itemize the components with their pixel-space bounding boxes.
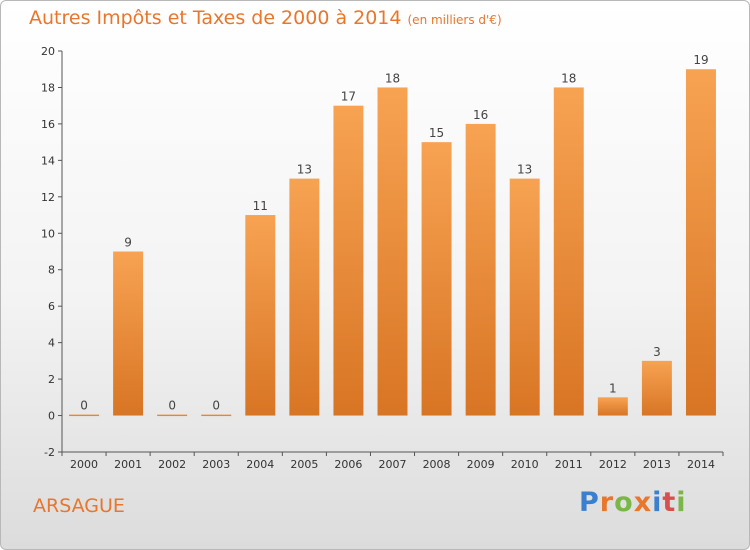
y-tick-label: 8 (48, 264, 55, 277)
bar-2009 (465, 123, 496, 416)
value-label-2001: 9 (124, 236, 132, 250)
bar-2012 (597, 397, 628, 416)
value-label-2007: 18 (385, 71, 400, 85)
x-tick-label-2004: 2004 (246, 458, 274, 471)
bar-2000 (69, 414, 100, 417)
x-tick-label-2013: 2013 (643, 458, 671, 471)
bar-2003 (201, 414, 232, 417)
value-label-2003: 0 (212, 399, 220, 413)
bar-2008 (421, 142, 452, 416)
bar-2010 (509, 178, 540, 416)
chart-subtitle: (en milliers d'€) (407, 13, 502, 27)
x-tick-label-2012: 2012 (599, 458, 627, 471)
chart-title: Autres Impôts et Taxes de 2000 à 2014 (en… (29, 7, 502, 29)
logo-letter: x (633, 487, 653, 518)
bar-2006 (333, 105, 364, 416)
x-tick-label-2000: 2000 (70, 458, 98, 471)
y-tick-label: 0 (48, 410, 55, 423)
value-label-2011: 18 (561, 71, 576, 85)
bar-2007 (377, 87, 408, 416)
y-tick-label: -2 (44, 446, 55, 459)
bar-2004 (245, 215, 276, 416)
y-tick-label: 18 (41, 81, 55, 94)
x-tick-label-2008: 2008 (423, 458, 451, 471)
chart-title-text: Autres Impôts et Taxes de 2000 à 2014 (29, 7, 402, 29)
value-label-2002: 0 (168, 399, 176, 413)
x-tick-label-2010: 2010 (511, 458, 539, 471)
x-tick-label-2002: 2002 (158, 458, 186, 471)
bar-2013 (641, 360, 672, 416)
x-tick-label-2001: 2001 (114, 458, 142, 471)
value-label-2010: 13 (517, 163, 532, 177)
logo-letter: o (614, 487, 634, 518)
value-label-2006: 17 (341, 90, 356, 104)
value-label-2012: 1 (609, 381, 617, 395)
bar-2005 (289, 178, 320, 416)
x-tick-label-2014: 2014 (687, 458, 715, 471)
y-tick-label: 6 (48, 300, 55, 313)
x-tick-label-2011: 2011 (555, 458, 583, 471)
x-tick-label-2007: 2007 (379, 458, 407, 471)
value-label-2014: 19 (693, 53, 708, 67)
logo-letter: i (676, 487, 687, 518)
value-label-2009: 16 (473, 108, 488, 122)
y-tick-label: 10 (41, 227, 55, 240)
logo-letter: r (599, 487, 615, 518)
value-label-2004: 11 (253, 199, 268, 213)
bar-2014 (685, 69, 716, 416)
y-tick-label: 4 (48, 337, 55, 350)
logo-letter: i (652, 487, 663, 518)
commune-name: ARSAGUE (33, 495, 125, 517)
x-tick-label-2006: 2006 (334, 458, 362, 471)
y-tick-label: 12 (41, 191, 55, 204)
y-tick-label: 16 (41, 118, 55, 131)
proxiti-logo: Proxiti (579, 487, 687, 518)
value-label-2013: 3 (653, 345, 661, 359)
value-label-2000: 0 (80, 399, 88, 413)
value-label-2005: 13 (297, 163, 312, 177)
x-tick-label-2005: 2005 (290, 458, 318, 471)
x-tick-label-2009: 2009 (467, 458, 495, 471)
y-tick-label: 2 (48, 373, 55, 386)
y-tick-label: 14 (41, 154, 55, 167)
value-label-2008: 15 (429, 126, 444, 140)
logo-letter: P (579, 487, 600, 518)
y-tick-label: 20 (41, 45, 55, 58)
bar-2011 (553, 87, 584, 416)
logo-letter: t (662, 487, 677, 518)
bar-2001 (113, 251, 144, 416)
bar-2002 (157, 414, 188, 417)
x-tick-label-2003: 2003 (202, 458, 230, 471)
